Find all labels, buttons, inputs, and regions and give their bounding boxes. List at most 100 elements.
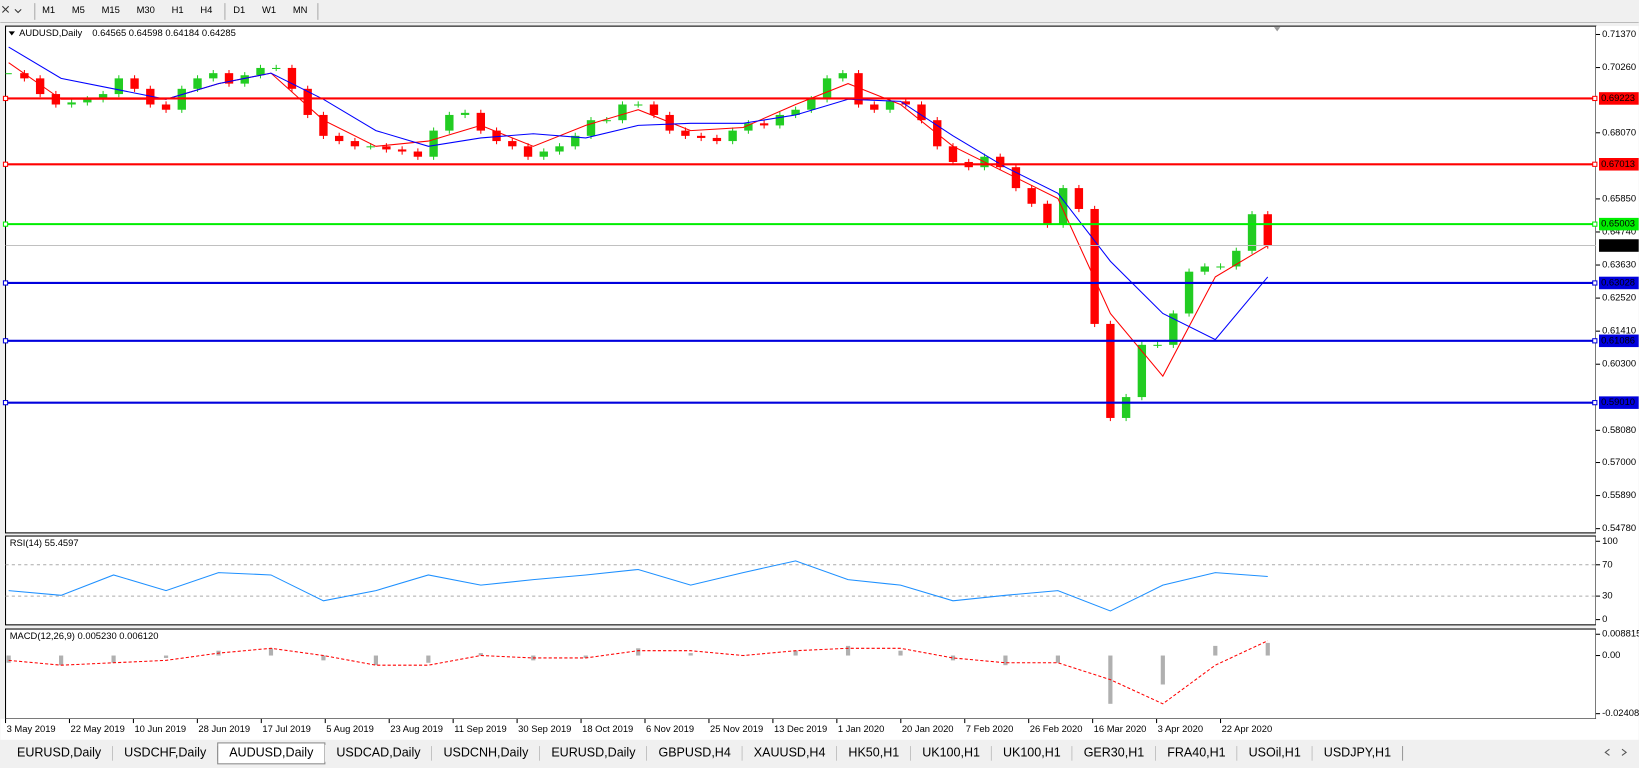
- price-axis: [1595, 26, 1639, 719]
- tab-label[interactable]: USOil,H1: [1249, 746, 1301, 760]
- tab[interactable]: [432, 745, 540, 762]
- tab[interactable]: [836, 745, 911, 762]
- candle: [209, 73, 218, 79]
- timeframe-button[interactable]: D1: [233, 4, 245, 15]
- candle: [114, 78, 124, 95]
- price-tick-label: 0.58080: [1602, 424, 1636, 435]
- candle: [555, 146, 564, 152]
- level-label: 0.63028: [1601, 276, 1635, 287]
- timeframe-button[interactable]: M15: [102, 4, 120, 15]
- level-handle: [1592, 280, 1598, 286]
- date-label: 22 May 2019: [71, 723, 125, 734]
- tab-label[interactable]: USDJPY,H1: [1324, 746, 1391, 760]
- tab[interactable]: [1155, 745, 1238, 762]
- macd-bar: [1055, 655, 1061, 663]
- tab[interactable]: [324, 745, 433, 762]
- date-label: 25 Nov 2019: [710, 723, 763, 734]
- timeframe-button[interactable]: M30: [137, 4, 155, 15]
- tab-label[interactable]: HK50,H1: [848, 746, 899, 760]
- tab-label[interactable]: USDCNH,Daily: [444, 746, 530, 760]
- candle: [696, 135, 706, 138]
- timeframe-button[interactable]: M5: [72, 4, 85, 15]
- macd-bar: [1003, 655, 1008, 666]
- candle: [901, 101, 910, 105]
- candle: [334, 135, 344, 142]
- tab[interactable]: [539, 745, 647, 762]
- tab[interactable]: [1237, 745, 1313, 762]
- tab-label[interactable]: USDCAD,Daily: [336, 746, 421, 760]
- candle: [618, 104, 627, 121]
- tab[interactable]: [112, 745, 218, 762]
- timeframe-button[interactable]: MN: [293, 4, 308, 15]
- candle: [649, 104, 659, 115]
- timeframe-button[interactable]: W1: [262, 4, 276, 15]
- moving-average: [8, 46, 1269, 341]
- macd-tick-label: -0.024082: [1602, 707, 1639, 718]
- candle: [996, 156, 1005, 168]
- candle: [775, 114, 785, 126]
- level-handle: [1592, 338, 1598, 344]
- level-label: 0.69223: [1601, 92, 1635, 103]
- price-tick-label: 0.54780: [1602, 522, 1636, 533]
- macd-bar: [1265, 642, 1270, 656]
- candle: [1106, 323, 1115, 418]
- date-label: 22 Apr 2020: [1222, 723, 1273, 734]
- candle: [1043, 203, 1052, 225]
- candle: [523, 146, 533, 157]
- candle: [854, 73, 863, 105]
- toolbar-icon[interactable]: [2, 5, 22, 14]
- quote: 0.64565 0.64598 0.64184 0.64285: [92, 27, 236, 38]
- candle: [1074, 188, 1084, 209]
- macd-bar: [583, 655, 588, 658]
- candle: [917, 104, 926, 121]
- tab-label[interactable]: AUDUSD,Daily: [229, 746, 314, 760]
- candle: [476, 112, 486, 131]
- candle: [759, 123, 769, 126]
- candle: [1263, 214, 1272, 246]
- timeframe-button[interactable]: H1: [172, 4, 184, 15]
- tab[interactable]: [1312, 745, 1403, 762]
- tab[interactable]: [742, 745, 837, 762]
- tab-label[interactable]: GBPUSD,H4: [658, 746, 730, 760]
- macd-panel: [5, 628, 1597, 720]
- tab-label[interactable]: UK100,H1: [1003, 746, 1061, 760]
- date-label: 6 Nov 2019: [646, 723, 694, 734]
- tab-label[interactable]: UK100,H1: [922, 746, 980, 760]
- macd-bar: [898, 650, 903, 656]
- date-label: 16 Mar 2020: [1094, 723, 1147, 734]
- tab[interactable]: [910, 745, 992, 762]
- candle: [1058, 188, 1068, 225]
- date-axis: [0, 718, 1639, 740]
- macd-bar: [793, 650, 798, 656]
- tab-scroll[interactable]: [1604, 748, 1628, 756]
- tab-label[interactable]: XAUUSD,H4: [754, 746, 826, 760]
- tab-label[interactable]: GER30,H1: [1084, 746, 1145, 760]
- candle: [193, 78, 202, 89]
- tab[interactable]: [1072, 745, 1156, 762]
- timeframe-button[interactable]: H4: [200, 4, 212, 15]
- candle: [303, 88, 312, 115]
- candle: [712, 137, 722, 142]
- date-label: 26 Feb 2020: [1030, 723, 1083, 734]
- candle: [602, 120, 611, 122]
- candle: [382, 146, 391, 150]
- current-price-tag: [1598, 239, 1639, 252]
- price-tick-label: 0.65850: [1602, 192, 1636, 203]
- tab[interactable]: [5, 745, 113, 762]
- tab-label[interactable]: USDCHF,Daily: [124, 746, 207, 760]
- timeframe-button[interactable]: M1: [42, 4, 55, 15]
- macd-bar: [478, 653, 483, 656]
- candle: [571, 135, 580, 147]
- tab-label[interactable]: FRA40,H1: [1167, 746, 1225, 760]
- date-label: 3 Apr 2020: [1158, 723, 1203, 734]
- price-tick-label: 0.61410: [1602, 325, 1636, 336]
- tab[interactable]: [991, 745, 1073, 762]
- tab-label[interactable]: EURUSD,Daily: [17, 746, 102, 760]
- macd-bar: [59, 655, 64, 666]
- tab[interactable]: [646, 745, 743, 762]
- date-label: 30 Sep 2019: [518, 723, 571, 734]
- date-label: 17 Jul 2019: [262, 723, 311, 734]
- tab-label[interactable]: EURUSD,Daily: [551, 746, 636, 760]
- candle: [634, 104, 643, 106]
